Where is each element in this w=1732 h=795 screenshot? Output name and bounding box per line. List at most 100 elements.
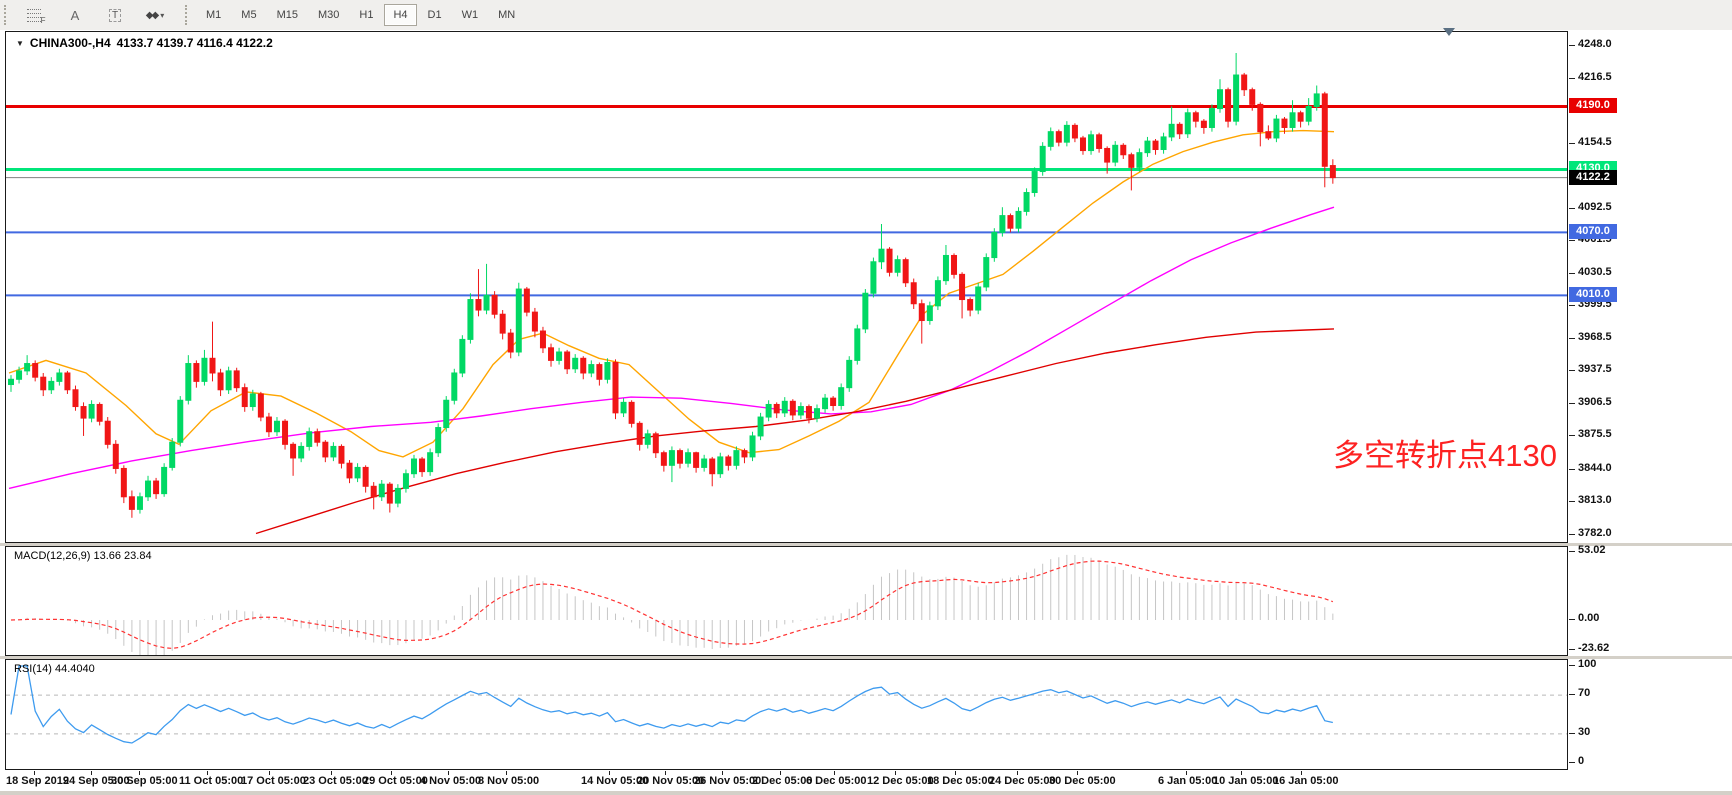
rsi-tick	[1569, 665, 1575, 666]
splitter-main-macd[interactable]	[0, 543, 1732, 546]
time-axis-label: 29 Oct 05:00	[363, 775, 428, 787]
price-tick	[1569, 207, 1575, 209]
window-menu-icon[interactable]: ▼	[16, 38, 24, 48]
macd-panel[interactable]: MACD(12,26,9) 13.66 23.84	[5, 546, 1568, 656]
arrows-tool-button[interactable]: ◆◆ ▾	[136, 3, 174, 27]
time-axis-label: 16 Jan 05:00	[1273, 775, 1339, 787]
fibonacci-tool-button[interactable]: F	[16, 3, 54, 27]
timeframe-button-H1[interactable]: H1	[359, 9, 374, 21]
timeframe-button-M5[interactable]: M5	[241, 9, 257, 21]
ma-fast-orange	[8, 129, 1335, 458]
text-label-icon: A	[70, 7, 80, 23]
price-tick-label: 4092.5	[1578, 200, 1612, 213]
time-axis: 18 Sep 2019 24 Sep 05:00 30 Sep 05:00 11 Oc…	[0, 771, 1732, 791]
time-axis-tick	[331, 771, 332, 775]
rsi-tick-label: 30	[1578, 725, 1591, 738]
price-tick	[1569, 370, 1575, 372]
price-tick	[1569, 468, 1575, 470]
time-axis-tick	[665, 771, 666, 775]
time-axis-label: 11 Oct 05:00	[179, 775, 244, 787]
time-axis-label: 12 Dec 05:00	[867, 775, 934, 787]
price-tick	[1569, 501, 1575, 503]
macd-tick	[1569, 551, 1575, 552]
bear-candles	[32, 72, 1336, 518]
timeframe-button-MN[interactable]: MN	[498, 9, 516, 21]
text-tool-button[interactable]: T	[96, 3, 134, 27]
price-tick	[1569, 533, 1575, 535]
time-axis-tick	[955, 771, 956, 775]
toolbar: F A T ◆◆ ▾ M1 M5 M15 M30 H1 H4 D1 W1 MN	[0, 0, 1732, 31]
rsi-tick	[1569, 732, 1575, 734]
price-tick-label: 3906.5	[1578, 395, 1612, 408]
time-axis-label: 24 Dec 05:00	[989, 775, 1056, 787]
time-axis-tick	[91, 771, 92, 775]
timeframe-button-M15[interactable]: M15	[276, 9, 298, 21]
time-axis-tick	[1077, 771, 1078, 775]
price-tick	[1569, 272, 1575, 274]
rsi-panel[interactable]: RSI(14) 44.4040	[5, 659, 1568, 770]
ohlc-values: 4133.7 4139.7 4116.4 4122.2	[116, 36, 273, 50]
time-axis-label: 20 Nov 05:00	[637, 775, 705, 787]
time-axis-tick	[1301, 771, 1302, 775]
rsi-tick-label: 100	[1578, 658, 1597, 670]
price-tick	[1569, 337, 1575, 339]
time-axis-label: 18 Sep 2019	[6, 775, 69, 787]
ma-slow-red	[255, 328, 1335, 535]
text-label-tool-button[interactable]: A	[56, 3, 94, 27]
macd-label: MACD(12,26,9) 13.66 23.84	[14, 550, 152, 562]
price-tick-label: 4216.5	[1578, 70, 1612, 83]
price-tick	[1569, 44, 1575, 46]
time-axis-label: 2 Dec 05:00	[752, 775, 813, 787]
window-bottom-edge	[0, 791, 1732, 795]
chart-area: ▼ CHINA300-,H4 4133.7 4139.7 4116.4 4122…	[0, 28, 1732, 795]
chevron-down-icon: ▾	[160, 10, 165, 20]
price-tick	[1569, 240, 1575, 242]
symbol-period-label: CHINA300-,H4	[29, 36, 111, 50]
time-axis-label: 10 Jan 05:00	[1213, 775, 1279, 787]
price-tick-label: 4248.0	[1578, 37, 1612, 50]
macd-tick-label: 0.00	[1578, 612, 1600, 624]
toolbar-drag-handle[interactable]	[4, 5, 11, 25]
time-axis-tick	[895, 771, 896, 775]
splitter-macd-rsi[interactable]	[0, 656, 1732, 659]
timeframe-button-M30[interactable]: M30	[317, 9, 340, 21]
time-axis-tick	[722, 771, 723, 775]
price-tick	[1569, 435, 1575, 437]
time-axis-label: 6 Jan 05:00	[1158, 775, 1218, 787]
price-line-badge: 4190.0	[1569, 98, 1617, 114]
rsi-tick	[1569, 694, 1575, 696]
rsi-tick-label: 0	[1578, 755, 1585, 767]
time-axis-label: 26 Nov 05:00	[694, 775, 762, 787]
macd-tick	[1569, 619, 1575, 620]
time-axis-label: 6 Dec 05:00	[806, 775, 867, 787]
arrows-icon: ◆◆	[145, 9, 159, 21]
time-axis-tick	[139, 771, 140, 775]
time-axis-tick	[609, 771, 610, 775]
time-axis-tick	[448, 771, 449, 775]
price-tick-label: 3844.0	[1578, 461, 1612, 474]
time-axis-tick	[1241, 771, 1242, 775]
time-axis-tick	[269, 771, 270, 775]
timeframe-button-D1[interactable]: D1	[427, 9, 442, 21]
main-price-panel[interactable]: ▼ CHINA300-,H4 4133.7 4139.7 4116.4 4122…	[5, 31, 1568, 543]
macd-tick	[1569, 649, 1575, 651]
price-line-badge: 4070.0	[1569, 224, 1617, 240]
price-tick-label: 3782.0	[1578, 526, 1612, 539]
price-line-badge: 4122.2	[1569, 169, 1617, 185]
time-axis-label: 30 Dec 05:00	[1049, 775, 1116, 787]
timeframe-button-H4[interactable]: H4	[384, 4, 417, 26]
time-axis-tick	[391, 771, 392, 775]
ma-mid-magenta	[8, 206, 1335, 490]
chart-shift-marker-icon[interactable]	[1443, 28, 1455, 36]
macd-tick-label: 53.02	[1578, 544, 1606, 556]
chart-title: ▼ CHINA300-,H4 4133.7 4139.7 4116.4 4122…	[16, 36, 273, 50]
toolbar-drag-handle-2[interactable]	[185, 5, 192, 25]
price-tick-label: 3968.5	[1578, 330, 1612, 343]
timeframe-button-W1[interactable]: W1	[461, 9, 479, 21]
timeframe-button-M1[interactable]: M1	[206, 9, 222, 21]
annotation-text: 多空转折点4130	[1333, 438, 1557, 473]
price-tick-label: 4030.5	[1578, 265, 1612, 278]
rsi-tick	[1569, 762, 1575, 763]
price-tick-label: 4154.5	[1578, 135, 1612, 148]
